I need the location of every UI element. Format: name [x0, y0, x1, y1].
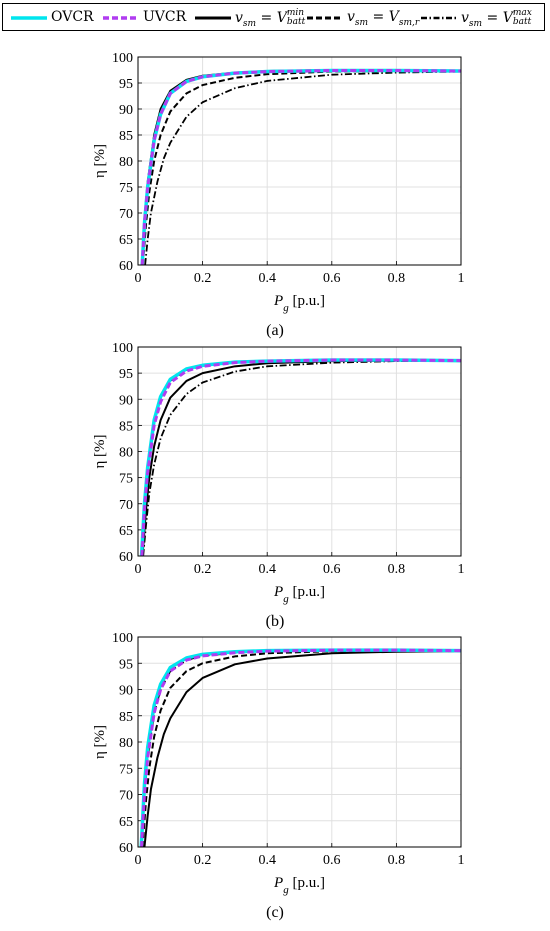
x-axis-label-unit: [p.u.] [289, 584, 325, 600]
x-tick-label: 0.2 [194, 562, 212, 577]
y-tick-label: 75 [119, 472, 133, 487]
x-axis-label: Pg [p.u.] [273, 293, 325, 314]
legend-label-vr: vsm = Vsm,r [347, 9, 420, 28]
y-tick-label: 80 [119, 736, 133, 751]
legend-label-ovcr: OVCR [51, 9, 94, 25]
plot-frame [137, 56, 462, 266]
y-tick-label: 65 [119, 815, 133, 830]
x-axis-label-unit: [p.u.] [289, 875, 325, 891]
x-tick-label: 0.8 [388, 853, 406, 868]
series-line-vmax [144, 70, 461, 265]
series-line-uvcr [140, 648, 461, 847]
x-axis-label: Pg [p.u.] [273, 875, 325, 896]
x-axis-label-unit: [p.u.] [289, 293, 325, 309]
x-tick-label: 0.4 [258, 853, 276, 868]
x-axis-label-var: P [273, 875, 283, 891]
y-tick-label: 95 [119, 367, 133, 382]
x-axis-label-sub: g [283, 884, 289, 896]
y-tick-label: 90 [119, 684, 133, 699]
y-tick-label: 100 [112, 631, 133, 646]
x-tick-label: 0.4 [258, 271, 276, 286]
x-tick-label: 1 [458, 853, 465, 868]
plot-frame [137, 346, 462, 557]
series-line-ovcr [140, 68, 461, 265]
x-tick-label: 0 [135, 271, 142, 286]
legend-swatch-uvcr [103, 16, 139, 20]
y-tick-label: 85 [119, 419, 133, 434]
y-tick-label: 70 [119, 207, 133, 222]
x-axis-label-sub: g [283, 593, 289, 605]
panel-caption: (b) [266, 613, 285, 630]
y-tick-label: 75 [119, 762, 133, 777]
x-tick-label: 1 [458, 562, 465, 577]
y-tick-label: 80 [119, 446, 133, 461]
x-tick-label: 0.6 [323, 562, 341, 577]
y-tick-label: 65 [119, 233, 133, 248]
y-tick-label: 60 [119, 550, 133, 565]
y-tick-label: 90 [119, 103, 133, 118]
x-axis-label-var: P [273, 584, 283, 600]
y-tick-label: 85 [119, 710, 133, 725]
y-tick-label: 95 [119, 77, 133, 92]
y-tick-label: 60 [119, 259, 133, 274]
legend-label-uvcr: UVCR [143, 9, 187, 25]
x-tick-label: 0.6 [323, 853, 341, 868]
series-line-vmin [143, 650, 461, 847]
y-tick-label: 100 [112, 51, 133, 66]
plot-frame [137, 636, 462, 848]
y-tick-label: 95 [119, 657, 133, 672]
y-axis-label: η [%] [92, 434, 108, 468]
y-tick-label: 100 [112, 341, 133, 356]
x-axis-label: Pg [p.u.] [273, 584, 325, 605]
x-axis-label-var: P [273, 293, 283, 309]
x-tick-label: 1 [458, 271, 465, 286]
y-tick-label: 80 [119, 155, 133, 170]
x-tick-label: 0.4 [258, 562, 276, 577]
y-tick-label: 90 [119, 393, 133, 408]
x-tick-label: 0.8 [388, 271, 406, 286]
chart-panel-b: 0 0.2 0.4 0.6 0.8 1 60 65 70 75 80 85 90 95 100 Pg [p.u… [92, 341, 465, 630]
legend-swatch-ovcr [11, 16, 47, 20]
panel-caption: (a) [266, 322, 284, 339]
y-tick-label: 70 [119, 789, 133, 804]
y-axis-label: η [%] [92, 144, 108, 178]
y-tick-label: 60 [119, 841, 133, 856]
series-line-uvcr [140, 358, 461, 556]
y-tick-label: 70 [119, 498, 133, 513]
y-axis-label: η [%] [92, 725, 108, 759]
x-axis-label-sub: g [283, 302, 289, 314]
legend-swatch-vmax [421, 16, 457, 20]
legend-swatch-vmin [195, 16, 231, 20]
y-tick-label: 75 [119, 181, 133, 196]
x-tick-label: 0.8 [388, 562, 406, 577]
x-tick-label: 0 [135, 562, 142, 577]
x-tick-label: 0.2 [194, 271, 212, 286]
y-tick-label: 85 [119, 129, 133, 144]
x-tick-label: 0.6 [323, 271, 341, 286]
x-tick-label: 0.2 [194, 853, 212, 868]
y-tick-label: 65 [119, 524, 133, 539]
chart-panel-a: 0 0.2 0.4 0.6 0.8 1 60 65 70 75 80 85 90 95 100 Pg [p.u… [92, 51, 465, 339]
chart-panel-c: 0 0.2 0.4 0.6 0.8 1 60 65 70 75 80 85 90 95 100 Pg [p.u… [92, 631, 465, 921]
x-tick-label: 0 [135, 853, 142, 868]
legend-swatch-vr [307, 16, 343, 20]
panel-caption: (c) [266, 904, 284, 921]
